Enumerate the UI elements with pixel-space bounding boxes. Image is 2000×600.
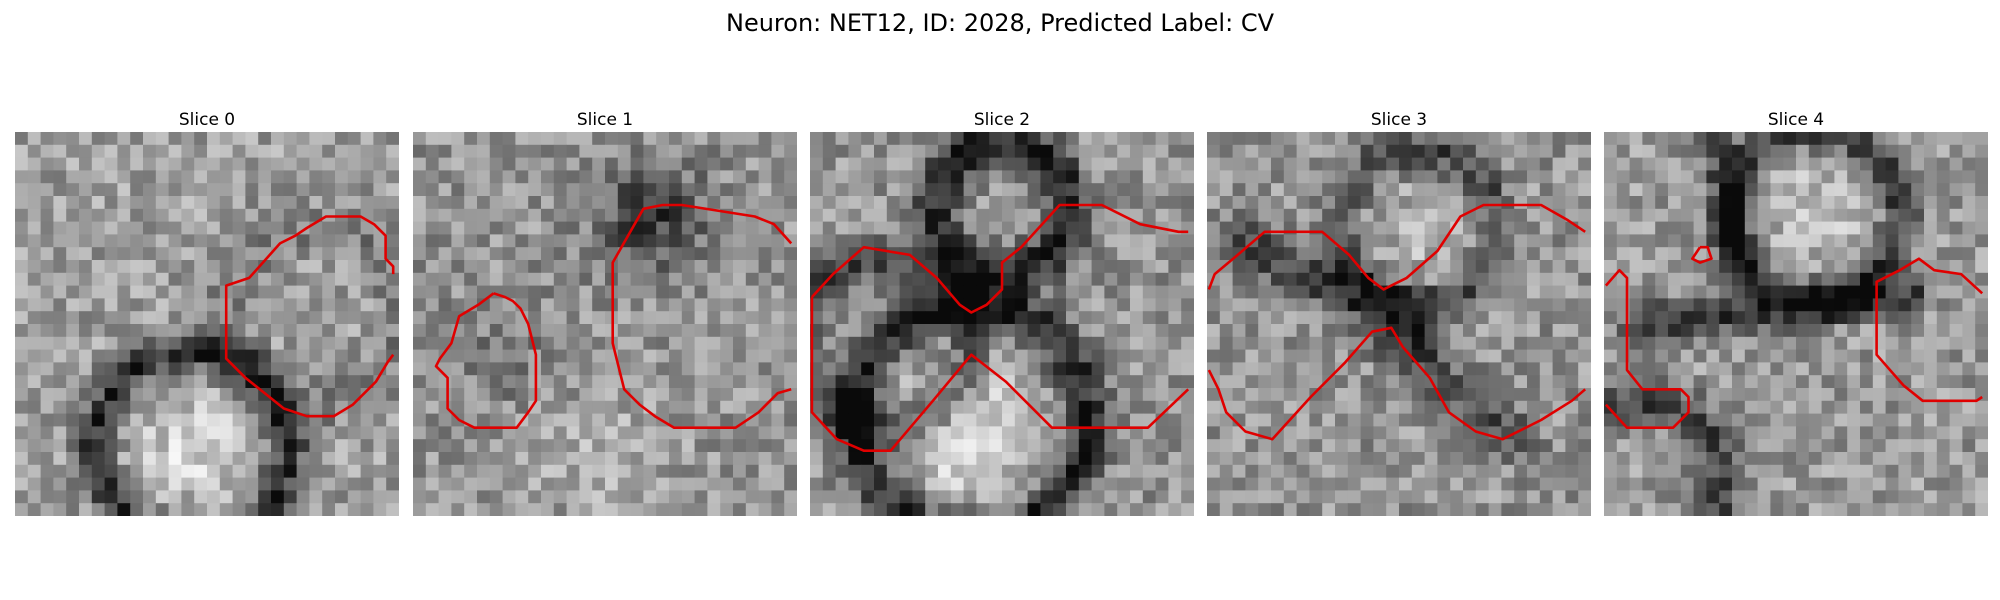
slice-title-4: Slice 4 [1767, 110, 1825, 130]
slice-image-0 [15, 132, 399, 516]
slice-texture [15, 132, 399, 516]
slice-title-0: Slice 0 [178, 110, 236, 130]
slice-image-2 [810, 132, 1194, 516]
slice-texture [1207, 132, 1591, 516]
slice-panel-3: Slice 3 [1207, 110, 1591, 516]
slice-panel-4: Slice 4 [1604, 110, 1988, 516]
contour-4-0 [1691, 245, 1713, 264]
slice-title-3: Slice 3 [1370, 110, 1428, 130]
slice-title-1: Slice 1 [576, 110, 634, 130]
figure-title: Neuron: NET12, ID: 2028, Predicted Label… [726, 9, 1274, 37]
slice-image-3 [1207, 132, 1591, 516]
contour-2-0 [810, 203, 1189, 314]
contour-1-0 [434, 292, 538, 430]
contour-0-0 [224, 215, 395, 418]
contour-4-1 [1604, 268, 1690, 430]
slice-image-1 [413, 132, 797, 516]
contour-3-1 [1207, 326, 1587, 441]
slice-panel-0: Slice 0 [15, 110, 399, 516]
contour-2-1 [810, 297, 1190, 453]
slice-panel-2: Slice 2 [810, 110, 1194, 516]
contour-4-2 [1875, 257, 1984, 403]
slice-image-4 [1604, 132, 1988, 516]
slice-title-2: Slice 2 [973, 110, 1031, 130]
slice-panel-1: Slice 1 [413, 110, 797, 516]
slice-texture [1604, 132, 1988, 516]
slice-texture [810, 132, 1194, 516]
contour-1-1 [611, 203, 793, 430]
slice-texture [413, 132, 797, 516]
contour-3-0 [1207, 203, 1586, 291]
